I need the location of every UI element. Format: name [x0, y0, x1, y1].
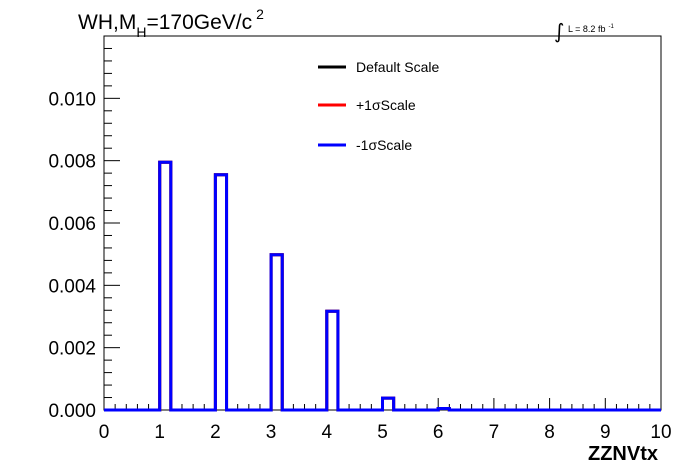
x-tick-label: 4	[322, 422, 333, 443]
title-prefix: WH,M	[78, 11, 136, 34]
legend-label: -1σScale	[356, 137, 412, 153]
y-tick-label: 0.002	[48, 339, 96, 360]
x-tick-label: 8	[544, 422, 555, 443]
title-subscript: H	[136, 24, 146, 40]
x-axis-ticks: 0 1 2 3 4 5 6 7 8 9 10	[99, 398, 672, 443]
x-tick-label: 6	[433, 422, 444, 443]
chart-title: WH,MH=170GeV/c 2	[78, 6, 264, 40]
title-superscript: 2	[256, 6, 264, 22]
series-line-1	[104, 160, 661, 412]
x-axis-label: ZZNVtx	[588, 443, 658, 465]
legend-label: Default Scale	[356, 59, 439, 75]
plot-frame	[103, 35, 662, 411]
series-line-2	[104, 160, 661, 412]
y-axis-ticks: 0.000 0.002 0.004 0.006 0.008 0.010	[48, 35, 120, 422]
y-tick-label: 0.000	[48, 401, 96, 422]
legend-label: +1σScale	[356, 97, 416, 113]
x-tick-label: 2	[210, 422, 221, 443]
series-layer	[104, 160, 661, 412]
y-tick-label: 0.006	[48, 214, 96, 235]
x-tick-label: 9	[600, 422, 611, 443]
x-tick-label: 10	[650, 422, 671, 443]
x-tick-label: 7	[489, 422, 500, 443]
luminosity-text: L = 8.2 fb	[568, 24, 605, 34]
luminosity-label: L = 8.2 fb -1	[568, 24, 614, 34]
x-tick-label: 3	[266, 422, 277, 443]
luminosity-integral: ∫	[554, 19, 564, 43]
legend: Default Scale +1σScale -1σScale	[318, 59, 439, 153]
y-tick-label: 0.008	[48, 152, 96, 173]
x-tick-label: 0	[99, 422, 110, 443]
series-line-3	[104, 160, 661, 412]
y-tick-label: 0.010	[48, 89, 96, 110]
x-tick-label: 1	[154, 422, 165, 443]
y-tick-label: 0.004	[48, 276, 96, 297]
luminosity-superscript: -1	[608, 24, 614, 30]
title-middle: =170GeV/c	[146, 11, 252, 34]
x-tick-label: 5	[377, 422, 388, 443]
